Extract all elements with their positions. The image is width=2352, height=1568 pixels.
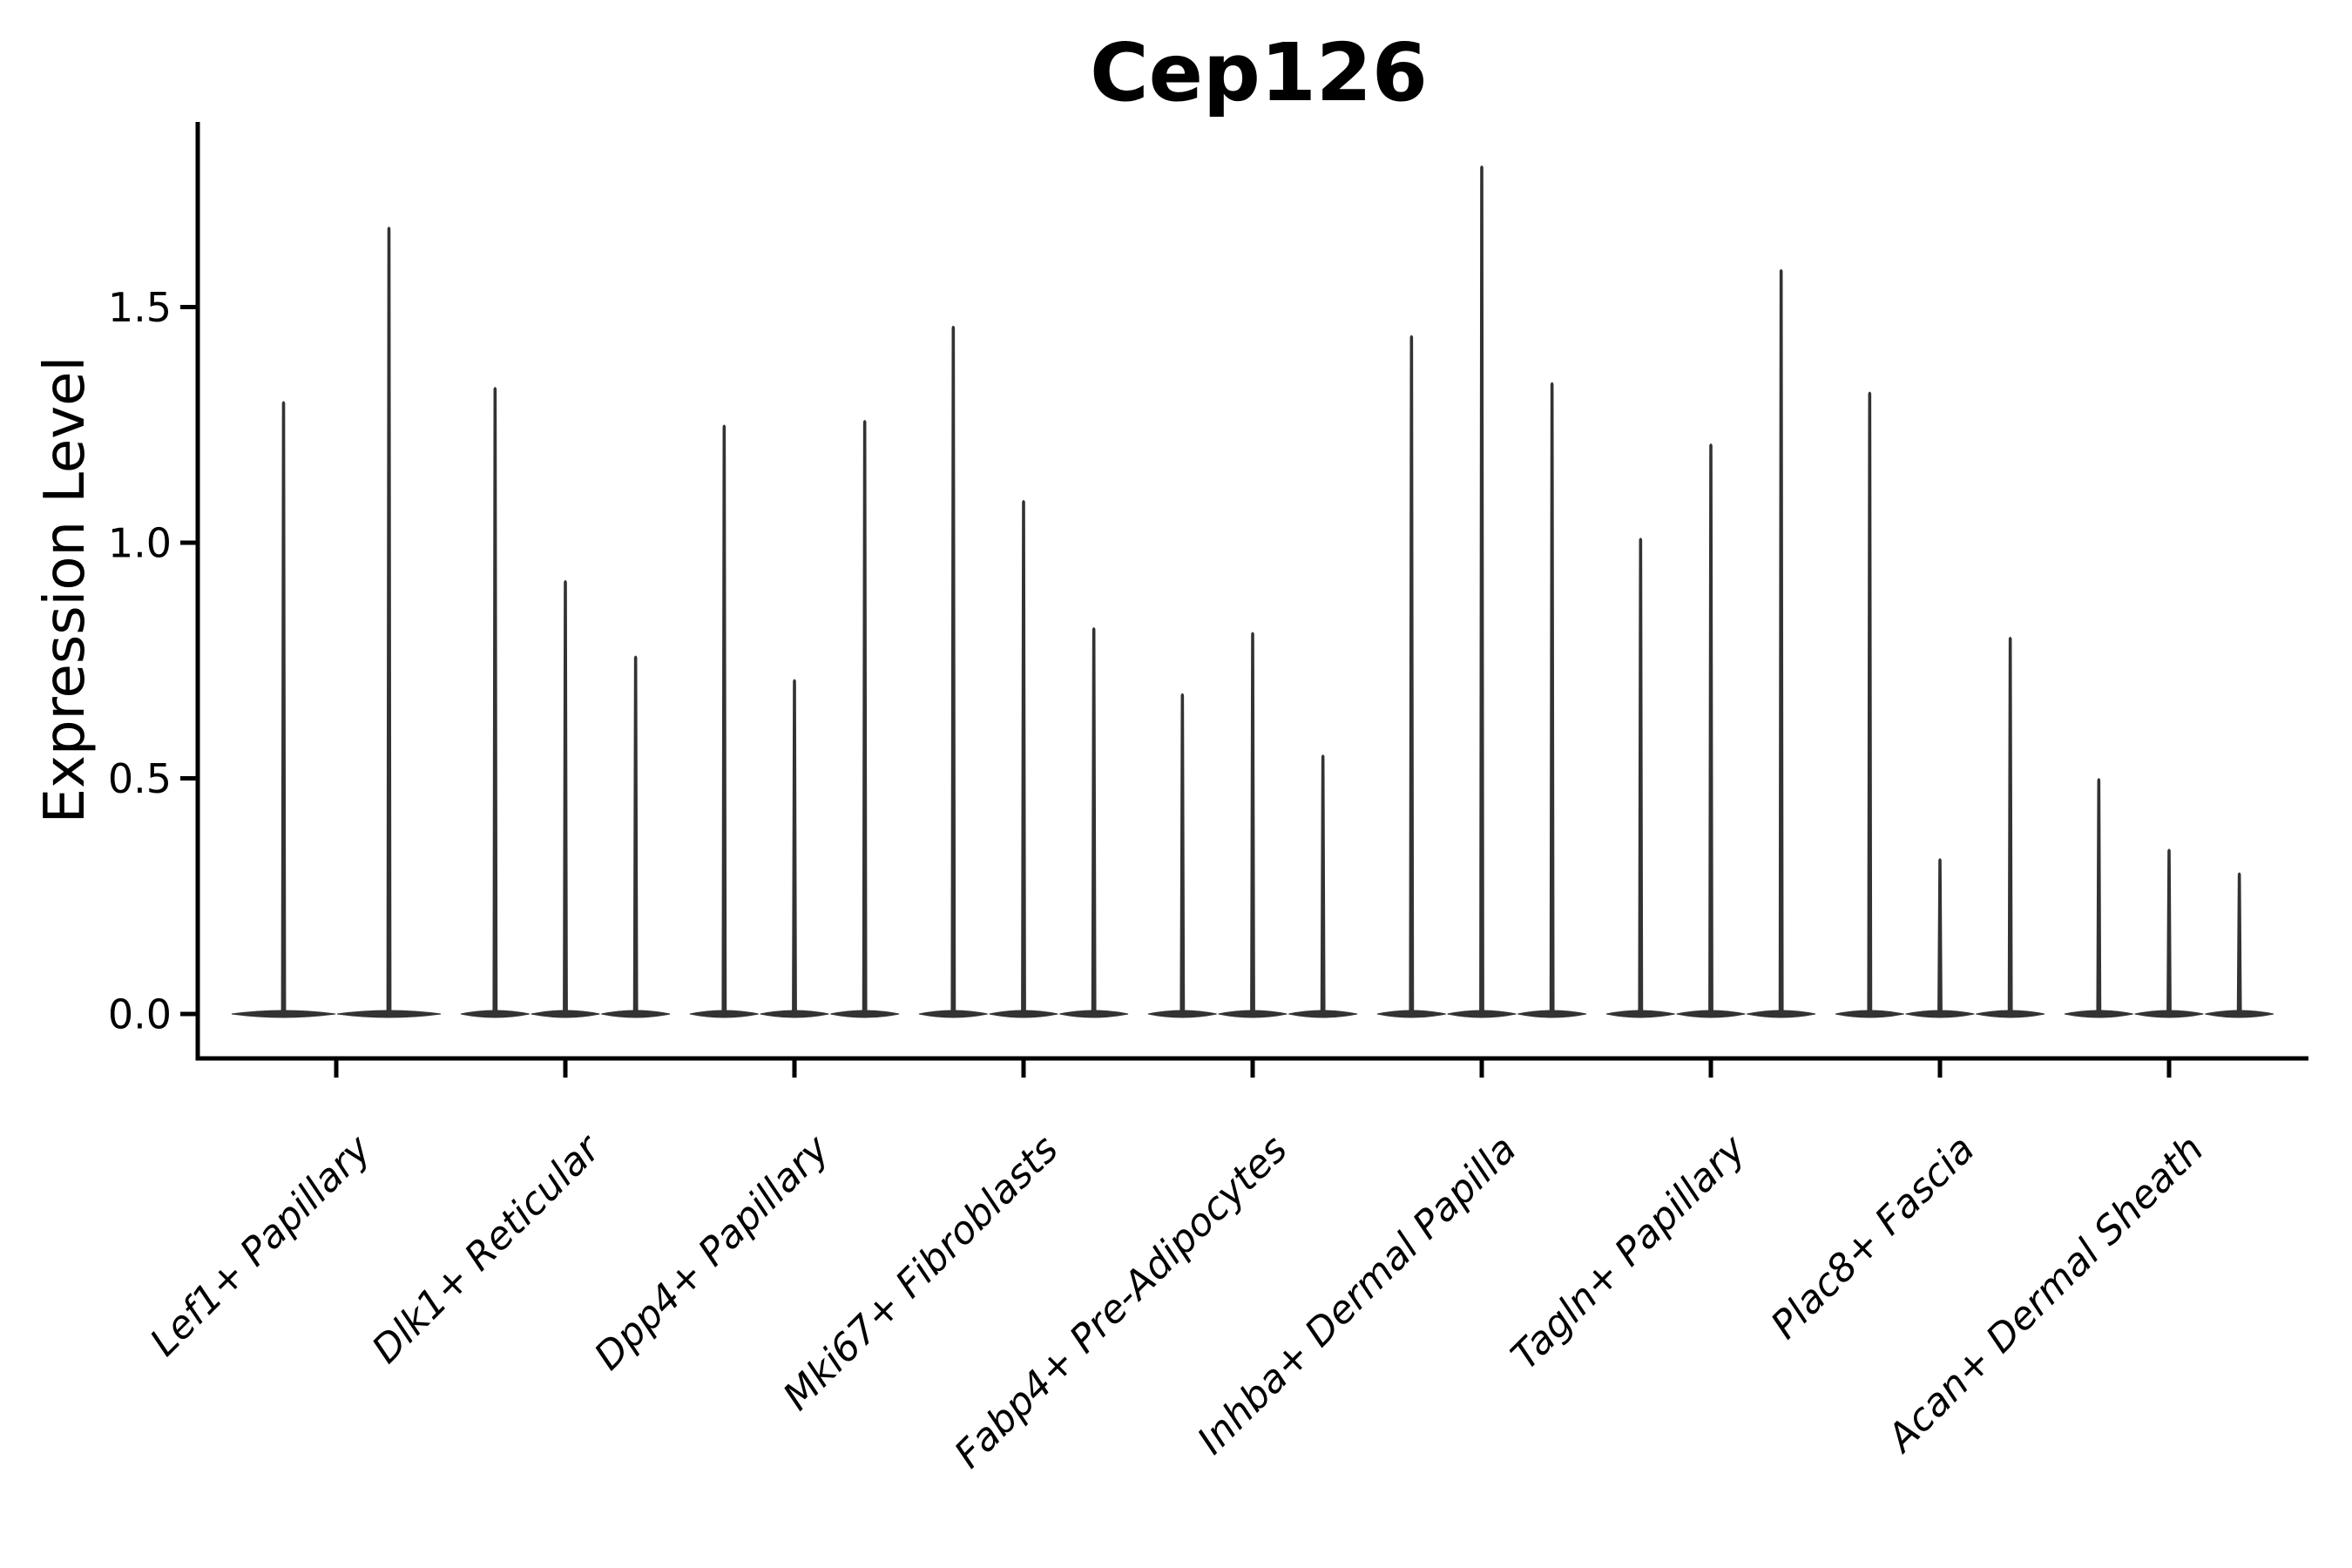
- violin-body: [1288, 1010, 1358, 1018]
- x-tick-mark: [1708, 1058, 1713, 1078]
- violin-body: [1835, 1010, 1904, 1018]
- violin-spike: [862, 420, 868, 1012]
- y-tick-label: 1.5: [108, 284, 172, 331]
- violin-body: [760, 1010, 829, 1018]
- y-tick-mark: [180, 305, 198, 309]
- violin-body: [1147, 1010, 1217, 1018]
- violin-body: [689, 1010, 759, 1018]
- violin-body: [918, 1010, 988, 1018]
- violin-body: [1517, 1010, 1587, 1018]
- violin-spike: [1320, 754, 1326, 1012]
- violin-spike: [1708, 443, 1713, 1012]
- violin-spike: [1091, 627, 1097, 1012]
- y-tick-label: 0.0: [108, 991, 172, 1038]
- y-tick-mark: [180, 776, 198, 781]
- violin-spike: [1549, 382, 1555, 1012]
- y-axis-spine: [195, 122, 200, 1061]
- violin-spike: [1867, 391, 1873, 1012]
- violin-body: [1976, 1010, 2045, 1018]
- violin-spike: [280, 401, 287, 1012]
- violin-body: [531, 1010, 600, 1018]
- violin-body: [336, 1010, 442, 1018]
- y-axis-label: Expression Level: [33, 355, 98, 824]
- violin-spike: [1937, 858, 1943, 1012]
- violin-spike: [563, 580, 568, 1012]
- category-label: Tagln+ Papillary: [1503, 1126, 1754, 1378]
- category-label: Dlk1+ Reticular: [363, 1125, 610, 1372]
- violin-spike: [632, 655, 639, 1012]
- violin-spike: [1778, 268, 1784, 1012]
- violin-spike: [1021, 500, 1026, 1012]
- violin-body: [989, 1010, 1058, 1018]
- x-tick-mark: [563, 1058, 568, 1078]
- violin-spike: [492, 387, 498, 1012]
- y-tick-mark: [180, 1011, 198, 1017]
- violin-spike: [1638, 537, 1644, 1012]
- violin-body: [460, 1010, 530, 1018]
- violin-body: [1218, 1010, 1288, 1018]
- violin-body: [1376, 1010, 1446, 1018]
- violin-body: [2134, 1010, 2204, 1018]
- x-tick-mark: [792, 1058, 797, 1078]
- violin-spike: [1479, 165, 1484, 1012]
- violin-body: [1747, 1010, 1816, 1018]
- violin-body: [1676, 1010, 1746, 1018]
- category-label: Plac8+ Fascia: [1762, 1127, 1983, 1348]
- violin-spike: [721, 424, 727, 1012]
- violin-body: [1447, 1010, 1517, 1018]
- violin-spike: [2007, 636, 2013, 1012]
- y-tick-label: 1.0: [108, 520, 172, 567]
- violin-body: [1059, 1010, 1129, 1018]
- violin-body: [1605, 1010, 1675, 1018]
- x-tick-mark: [1021, 1058, 1026, 1078]
- x-tick-mark: [1250, 1058, 1255, 1078]
- violin-body: [601, 1010, 671, 1018]
- violin-body: [231, 1010, 336, 1018]
- category-label: Dpp4+ Papillary: [586, 1126, 839, 1379]
- violin-spike: [386, 226, 392, 1012]
- chart-title: Cep126: [1090, 26, 1428, 119]
- y-tick-label: 0.5: [108, 755, 172, 802]
- violin-spike: [1250, 632, 1255, 1012]
- x-tick-mark: [334, 1058, 339, 1078]
- violin-body: [830, 1010, 900, 1018]
- x-tick-mark: [2166, 1058, 2172, 1078]
- violin-spike: [2236, 872, 2242, 1012]
- violin-body: [2064, 1010, 2133, 1018]
- violin-spike: [2166, 848, 2172, 1012]
- violin-spike: [792, 679, 797, 1012]
- y-tick-mark: [180, 540, 198, 545]
- violin-spike: [1179, 693, 1186, 1012]
- violin-spike: [1409, 335, 1415, 1012]
- violin-body: [1905, 1010, 1975, 1018]
- violin-spike: [950, 325, 956, 1012]
- category-label: Lef1+ Papillary: [142, 1126, 381, 1365]
- violin-body: [2205, 1010, 2274, 1018]
- x-tick-mark: [1937, 1058, 1943, 1078]
- violin-spike: [2096, 778, 2102, 1012]
- x-tick-mark: [1479, 1058, 1484, 1078]
